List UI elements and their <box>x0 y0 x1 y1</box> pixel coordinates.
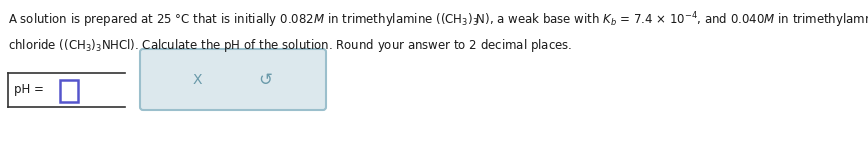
FancyBboxPatch shape <box>60 80 78 102</box>
Text: X: X <box>192 72 201 86</box>
FancyBboxPatch shape <box>140 49 326 110</box>
Text: pH =: pH = <box>14 83 48 97</box>
Text: A solution is prepared at 25 °C that is initially 0.082$M$ in trimethylamine $\l: A solution is prepared at 25 °C that is … <box>8 10 868 30</box>
Text: ↺: ↺ <box>259 70 273 88</box>
Text: chloride $\left(\left(\mathrm{CH_3}\right)_3\mathrm{NHCl}\right)$. Calculate the: chloride $\left(\left(\mathrm{CH_3}\righ… <box>8 37 572 54</box>
